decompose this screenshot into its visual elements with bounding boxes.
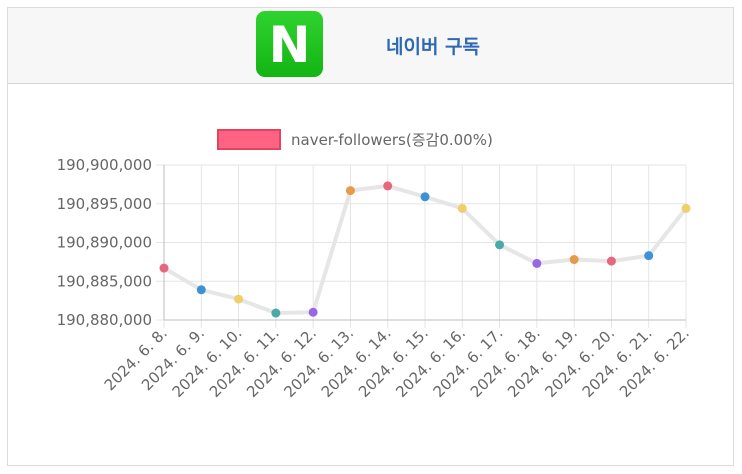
data-point — [606, 256, 616, 266]
card-header: N 네이버 구독 — [8, 8, 733, 84]
data-point — [345, 186, 355, 196]
y-tick-label: 190,895,000 — [57, 195, 152, 213]
y-tick-label: 190,885,000 — [57, 272, 152, 290]
data-point — [196, 285, 206, 295]
data-point — [644, 251, 654, 261]
legend-swatch — [217, 129, 281, 150]
naver-logo: N — [256, 11, 323, 77]
y-tick-label: 190,890,000 — [57, 234, 152, 252]
data-point — [159, 263, 169, 273]
data-point — [308, 307, 318, 317]
data-point — [681, 203, 691, 213]
data-point — [569, 255, 579, 265]
page-title: 네이버 구독 — [386, 36, 481, 58]
chart-card: N 네이버 구독 — [7, 7, 734, 466]
data-point — [234, 294, 244, 304]
y-tick-label: 190,880,000 — [57, 311, 152, 329]
legend-label: naver-followers(증감0.00%) — [291, 131, 493, 149]
data-point — [495, 240, 505, 250]
data-point — [383, 181, 393, 191]
y-tick-label: 190,900,000 — [57, 156, 152, 174]
data-point — [457, 203, 467, 213]
data-point — [420, 192, 430, 202]
logo-letter: N — [268, 16, 311, 74]
data-point — [271, 308, 281, 318]
data-point — [532, 258, 542, 268]
